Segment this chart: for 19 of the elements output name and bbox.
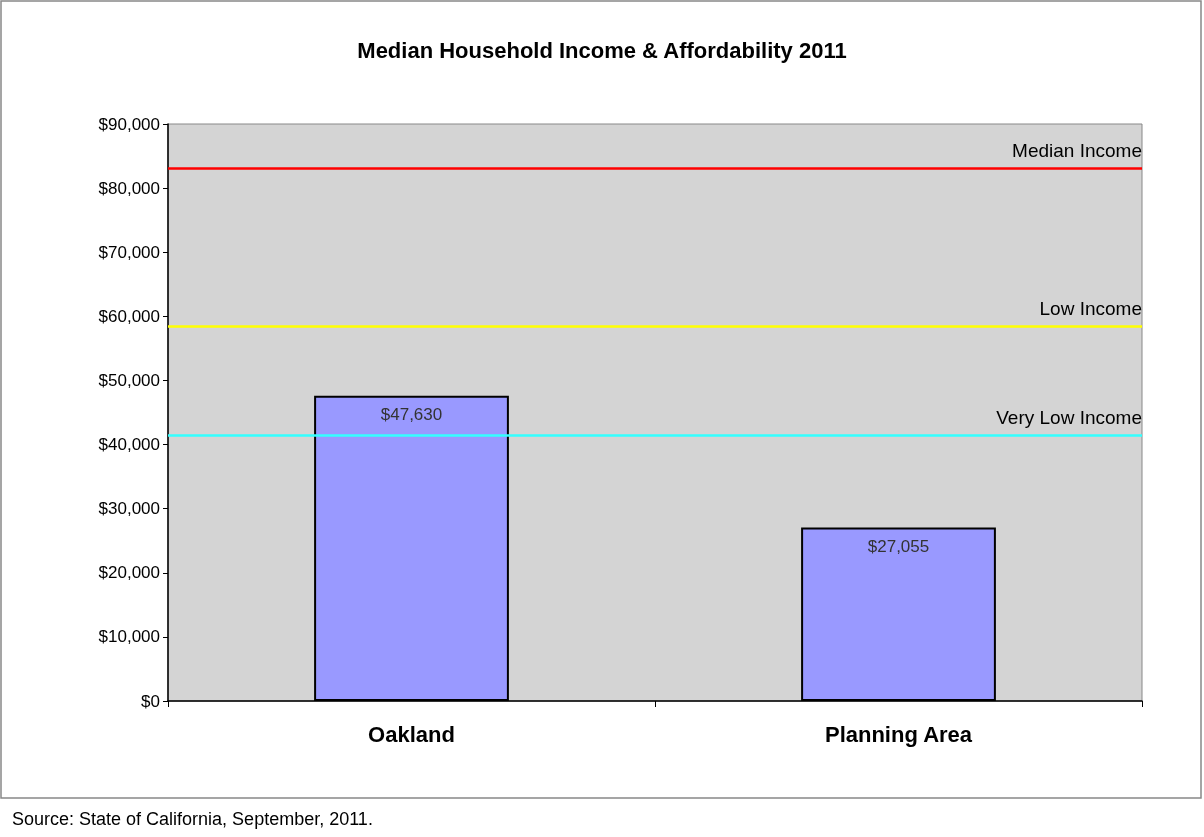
y-tick-label: $80,000: [98, 178, 160, 198]
y-tick-label: $20,000: [98, 563, 160, 583]
y-tick-label: $0: [141, 691, 160, 711]
chart-title: Median Household Income & Affordability 2011: [357, 37, 847, 63]
ref-line-label: Very Low Income: [996, 406, 1142, 428]
ref-line-label: Low Income: [1039, 297, 1142, 319]
y-tick-label: $50,000: [98, 370, 160, 390]
data-label: $27,055: [867, 536, 930, 556]
y-tick-label: $60,000: [98, 306, 160, 326]
y-tick-label: $40,000: [98, 435, 160, 455]
x-tick-label: Planning Area: [824, 721, 973, 747]
ref-line-label: Median Income: [1012, 140, 1142, 162]
y-tick-label: $70,000: [98, 242, 160, 262]
y-tick-label: $10,000: [98, 627, 160, 647]
y-tick-label: $30,000: [98, 499, 160, 519]
y-tick-label: $90,000: [98, 114, 160, 134]
source-note: Source: State of California, September, 2011.: [12, 809, 373, 829]
data-label: $47,630: [380, 404, 443, 424]
x-tick-label: Oakland: [368, 721, 455, 747]
